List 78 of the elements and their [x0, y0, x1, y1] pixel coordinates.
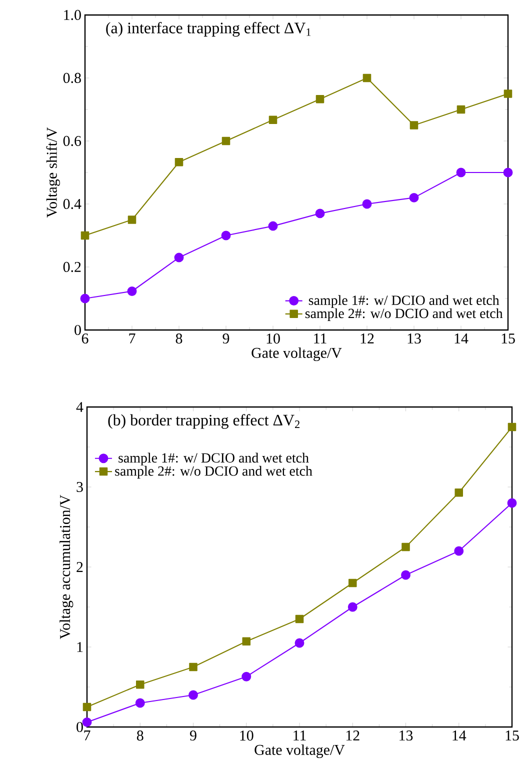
point [189, 662, 198, 672]
x-tick-label: 15 [502, 334, 515, 344]
point [410, 121, 418, 130]
x-tick-label: 9 [222, 334, 230, 344]
legend-label: sample 2#: w/o DCIO and wet etch [115, 466, 312, 479]
x-tick-label: 8 [176, 334, 182, 344]
legend-label: sample 1#: w/ DCIO and wet etch [308, 295, 500, 308]
point [456, 105, 466, 114]
chart-title: (a) interface trapping effect ΔV$_{1}$ [106, 22, 311, 37]
x-axis-title: Gate voltage/V [254, 744, 345, 758]
point [456, 168, 466, 178]
y-axis-title: Voltage shift/V [46, 127, 60, 218]
x-tick-label: 7 [129, 334, 136, 344]
point [174, 158, 184, 166]
y-tick-label: 0.8 [63, 72, 81, 84]
point [362, 199, 372, 209]
x-axis-title: Gate voltage/V [252, 347, 342, 362]
point [348, 602, 358, 612]
y-tick-label: 3 [76, 482, 83, 492]
x-tick-label: 12 [360, 334, 374, 344]
x-tick-label: 15 [506, 730, 519, 741]
point [80, 231, 90, 240]
point [82, 717, 92, 727]
x-tick-label: 14 [452, 730, 466, 740]
point [362, 74, 372, 82]
point [507, 498, 517, 508]
point [454, 546, 464, 556]
y-tick-label: 0 [76, 722, 83, 732]
point [135, 698, 145, 708]
y-tick-label: 4 [76, 402, 84, 412]
point [127, 286, 137, 296]
point [80, 294, 90, 304]
x-tick-label: 13 [400, 730, 413, 741]
x-tick-label: 13 [408, 334, 421, 344]
point [401, 570, 410, 580]
point [402, 542, 410, 552]
y-tick-label: 2 [76, 562, 83, 572]
x-tick-label: 12 [346, 730, 360, 740]
x-tick-label: 10 [240, 730, 254, 741]
point [454, 488, 464, 497]
y-tick-label: 0.4 [63, 198, 82, 210]
point [315, 208, 325, 218]
chart-title: (b) border trapping effect ΔV$_{2}$ [108, 414, 300, 429]
point [294, 638, 304, 648]
y-tick-label: 0 [74, 324, 81, 336]
point [508, 422, 516, 432]
y-tick-label: 0.2 [63, 262, 81, 272]
legend-label: sample 1#: w/ DCIO and wet etch [118, 452, 309, 466]
x-tick-label: 11 [294, 730, 306, 740]
point [128, 216, 136, 224]
point [242, 672, 252, 682]
point [503, 168, 513, 178]
x-tick-label: 6 [82, 334, 88, 344]
y-tick-label: 1 [77, 642, 83, 652]
point [268, 116, 278, 124]
point [348, 578, 357, 588]
x-tick-label: 8 [136, 730, 144, 741]
x-tick-label: 9 [190, 730, 196, 741]
y-axis-title: Voltage accumulation/V [60, 494, 74, 640]
point [316, 94, 324, 104]
y-tick-label: 1.0 [64, 10, 81, 20]
point [82, 702, 92, 712]
x-tick-label: 10 [266, 334, 280, 344]
point [268, 221, 278, 231]
point [188, 690, 198, 700]
point [242, 637, 251, 646]
y-tick-label: 0.6 [63, 136, 82, 146]
x-tick-label: 11 [314, 334, 326, 344]
x-tick-label: 14 [454, 334, 468, 344]
point [409, 192, 419, 202]
point [222, 136, 230, 146]
point [221, 230, 231, 240]
point [504, 90, 512, 98]
legend-label: sample 2#: w/o DCIO and wet etch [305, 308, 503, 321]
point [174, 252, 184, 262]
point [136, 680, 144, 689]
x-tick-label: 7 [84, 730, 90, 740]
point [295, 614, 304, 624]
